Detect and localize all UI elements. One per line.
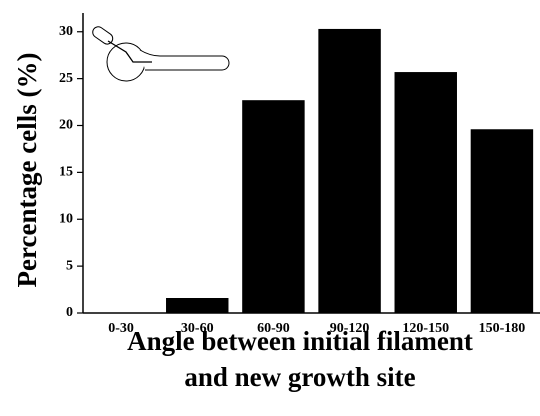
x-tick-label: 120-150 [402,321,449,336]
bar [318,28,381,313]
cell-icon [92,26,230,82]
x-tick-label: 30-60 [181,321,214,336]
y-tick-label: 15 [59,165,73,180]
x-axis-title: Angle between initial filament and new g… [127,326,473,392]
x-tick-label: 90-120 [330,321,370,336]
bar [470,129,534,313]
y-tick-label: 25 [59,71,73,86]
y-axis-title: Percentage cells (%) [12,53,42,288]
x-tick-label: 150-180 [479,321,526,336]
bar [166,298,229,313]
y-tick-label: 10 [59,211,73,226]
bar [394,72,457,313]
y-tick-label: 0 [66,305,73,320]
bar [242,100,305,313]
x-tick-label: 0-30 [108,321,134,336]
y-tick-label: 20 [59,118,73,133]
y-tick-label: 30 [59,24,73,39]
y-tick-label: 5 [66,258,73,273]
x-tick-label: 60-90 [257,321,290,336]
